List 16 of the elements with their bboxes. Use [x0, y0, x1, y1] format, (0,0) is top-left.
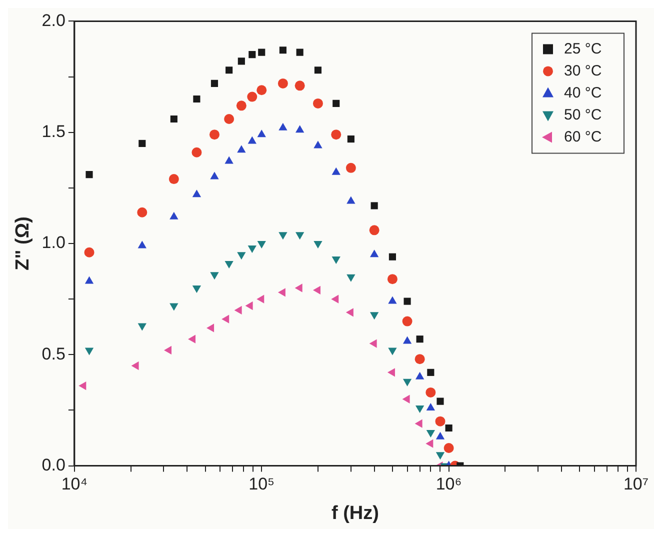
- x-tick-label: 10⁴: [61, 474, 88, 494]
- y-tick-label: 0.0: [42, 455, 66, 474]
- y-tick-label: 0.5: [42, 344, 66, 364]
- y-tick-label: 1.5: [42, 122, 66, 142]
- y-axis-title: Z" (Ω): [12, 216, 34, 270]
- x-tick-label: 10⁶: [436, 474, 462, 494]
- y-tick-label: 1.0: [42, 233, 66, 252]
- x-tick-label: 10⁵: [248, 474, 275, 494]
- legend-label: 25 °C: [564, 40, 602, 58]
- y-tick-label: 2.0: [42, 10, 66, 30]
- legend-label: 40 °C: [564, 84, 602, 102]
- legend-label: 30 °C: [564, 62, 602, 80]
- x-tick-label: 10⁷: [623, 474, 649, 494]
- x-axis-title: f (Hz): [331, 502, 379, 524]
- legend-label: 50 °C: [564, 106, 602, 124]
- legend-label: 60 °C: [564, 128, 602, 146]
